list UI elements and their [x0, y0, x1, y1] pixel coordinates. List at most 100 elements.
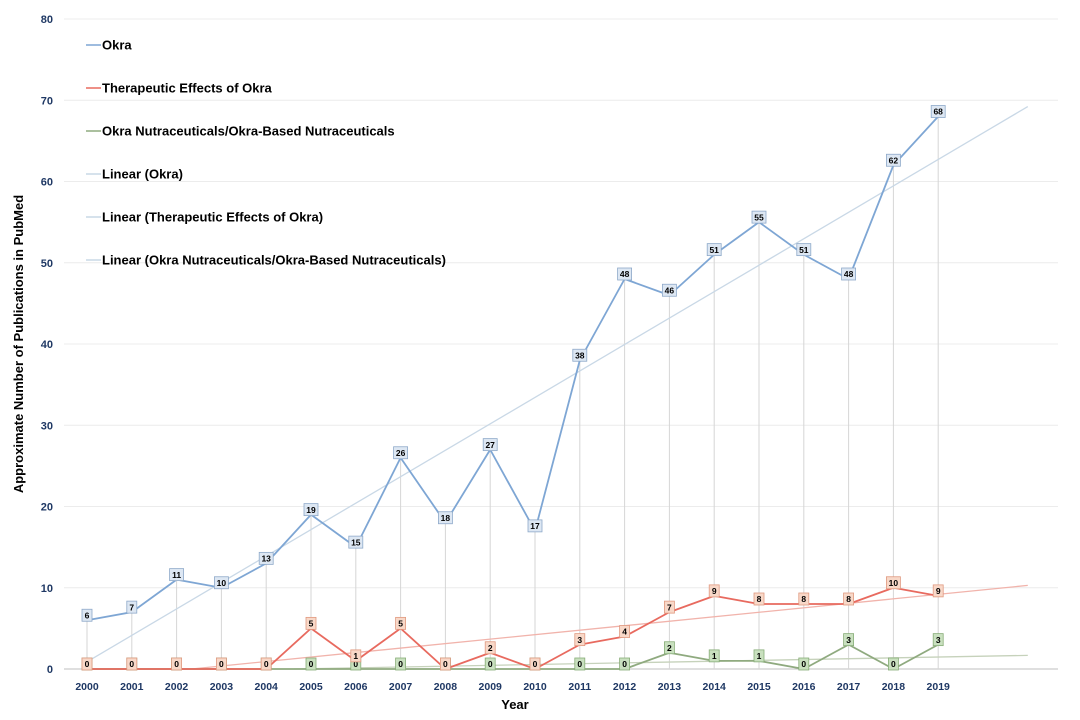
legend-item: Linear (Okra Nutraceuticals/Okra-Based N…	[86, 253, 446, 268]
data-label-text: 48	[620, 269, 630, 279]
data-label-box	[662, 283, 677, 297]
data-label: 7	[126, 600, 138, 614]
legend-label: Linear (Okra)	[102, 167, 183, 182]
data-label: 55	[751, 210, 767, 224]
x-tick-label: 2015	[747, 681, 771, 693]
data-label-box	[574, 633, 586, 647]
data-label: 4	[619, 625, 630, 638]
data-label-text: 1	[712, 651, 717, 661]
data-label: 8	[753, 592, 765, 606]
data-label-text: 0	[443, 659, 448, 669]
data-label-text: 9	[712, 586, 717, 596]
data-label-text: 0	[577, 659, 582, 669]
gridlines	[64, 18, 1058, 670]
y-axis-ticks: 0 10 20 30 40 50 60 70 80	[41, 14, 53, 676]
legend-label: Therapeutic Effects of Okra	[102, 81, 273, 96]
data-label-text: 17	[530, 521, 540, 531]
x-tick-label: 2016	[792, 681, 816, 693]
data-label-text: 0	[129, 659, 134, 669]
data-label: 62	[886, 153, 901, 167]
y-axis-title: Approximate Number of Publications in Pu…	[11, 195, 26, 493]
data-label: 38	[572, 348, 588, 362]
data-label: 48	[841, 267, 856, 281]
data-label-text: 0	[801, 659, 806, 669]
data-label-text: 4	[622, 627, 627, 637]
data-label: 15	[348, 535, 364, 549]
data-label-box	[619, 625, 630, 638]
data-label: 48	[617, 267, 632, 281]
data-label-box	[664, 641, 675, 655]
data-label-text: 0	[533, 659, 538, 669]
trendlines	[86, 106, 1029, 670]
data-label-text: 0	[264, 659, 269, 669]
data-label: 0	[619, 657, 630, 671]
data-label-text: 0	[353, 659, 358, 669]
data-label-box	[484, 641, 496, 655]
x-axis-title: Year	[501, 697, 528, 712]
y-tick-label: 70	[41, 95, 53, 107]
data-label-box	[171, 657, 183, 671]
x-tick-label: 2006	[344, 681, 368, 693]
data-label-text: 3	[577, 635, 582, 645]
x-tick-label: 2005	[299, 681, 323, 693]
data-label-text: 8	[846, 594, 851, 604]
data-label-box	[213, 576, 229, 590]
data-label: 0	[260, 657, 272, 671]
x-tick-label: 2012	[613, 681, 637, 693]
data-label-box	[81, 608, 93, 622]
data-label: 19	[303, 503, 319, 517]
data-label: 0	[439, 657, 451, 671]
data-label-text: 19	[306, 505, 316, 515]
legend-label: Okra	[102, 38, 132, 53]
data-label-box	[886, 153, 901, 167]
data-label: 1	[753, 649, 765, 663]
data-label-text: 9	[936, 586, 941, 596]
data-label-text: 38	[575, 350, 585, 360]
data-label-box	[930, 105, 946, 118]
x-axis-ticks: 2000 2001 2002 2003 2004 2005 2006 2007 2008 2009…	[75, 681, 950, 693]
data-label-box	[303, 503, 319, 517]
data-label-text: 1	[757, 651, 762, 661]
data-label: 27	[482, 438, 498, 452]
data-label: 7	[664, 600, 675, 614]
data-label-box	[841, 267, 856, 281]
data-label: 13	[258, 551, 274, 565]
data-label-box	[798, 592, 810, 606]
data-label-box	[574, 657, 586, 671]
data-label-box	[708, 584, 720, 598]
legend: Okra Therapeutic Effects of Okra Okra Nutr…	[86, 38, 446, 268]
data-label-box	[619, 657, 630, 671]
data-label-box	[439, 657, 451, 671]
x-tick-label: 2001	[120, 681, 144, 693]
data-label: 10	[213, 576, 229, 590]
data-label-box	[260, 657, 272, 671]
data-label: 26	[393, 446, 409, 460]
series-lines	[86, 115, 939, 670]
data-label-box	[751, 210, 767, 224]
data-label-text: 27	[485, 440, 495, 450]
y-tick-label: 10	[41, 583, 53, 595]
series-line	[87, 586, 939, 670]
data-label-box	[393, 446, 409, 460]
data-label-text: 0	[309, 659, 314, 669]
data-label-box	[482, 438, 498, 452]
data-label-text: 0	[891, 659, 896, 669]
data-label: 3	[574, 633, 586, 647]
x-tick-label: 2004	[255, 681, 279, 693]
data-label-text: 3	[936, 635, 941, 645]
y-tick-label: 50	[41, 258, 53, 270]
data-label-box	[437, 511, 453, 525]
data-label-text: 0	[219, 659, 224, 669]
data-label-text: 5	[309, 619, 314, 629]
data-label-box	[350, 649, 362, 663]
data-label: 9	[708, 584, 720, 598]
data-label-text: 0	[488, 659, 493, 669]
data-label-text: 26	[396, 448, 406, 458]
legend-item: Therapeutic Effects of Okra	[86, 81, 273, 96]
data-label-text: 15	[351, 537, 361, 547]
data-label: 51	[706, 243, 722, 257]
y-tick-label: 20	[41, 502, 53, 514]
data-label: 3	[932, 633, 944, 647]
